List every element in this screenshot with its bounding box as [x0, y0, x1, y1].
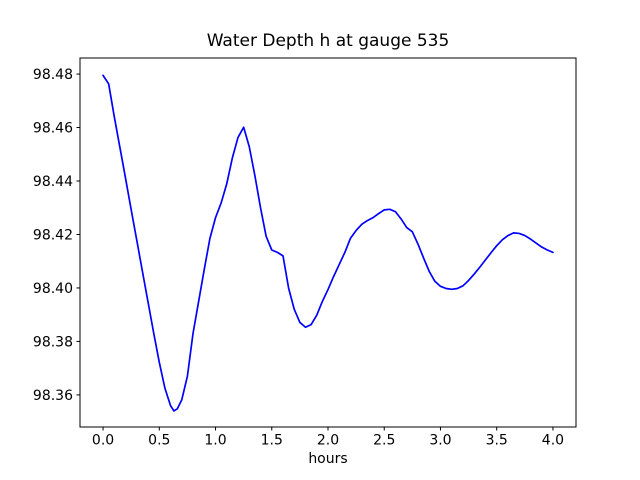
- y-tick-label: 98.46: [33, 121, 73, 137]
- x-tick-label: 4.0: [542, 433, 564, 449]
- x-tick-label: 1.5: [261, 433, 283, 449]
- chart-title: Water Depth h at gauge 535: [207, 31, 450, 51]
- plot-area: [79, 57, 577, 428]
- y-tick-label: 98.42: [33, 227, 73, 243]
- data-line: [102, 74, 554, 412]
- x-tick-label: 0.0: [92, 433, 114, 449]
- y-tick-label: 98.44: [33, 174, 73, 190]
- x-tick-label: 0.5: [148, 433, 170, 449]
- y-axis: 98.36 98.38 98.40 98.42 98.44 98.46 98.48: [33, 67, 80, 404]
- y-tick-label: 98.38: [33, 334, 73, 350]
- x-tick-label: 1.0: [204, 433, 226, 449]
- y-tick-label: 98.40: [33, 281, 73, 297]
- x-tick-label: 2.5: [373, 433, 395, 449]
- x-tick-label: 3.5: [486, 433, 508, 449]
- x-tick-label: 2.0: [317, 433, 339, 449]
- x-axis-label: hours: [308, 451, 347, 467]
- y-tick-label: 98.48: [33, 67, 73, 83]
- x-tick-label: 3.0: [429, 433, 451, 449]
- x-axis: 0.0 0.5 1.0 1.5 2.0 2.5 3.0 3.5 4.0: [92, 427, 564, 449]
- y-tick-label: 98.36: [33, 388, 73, 404]
